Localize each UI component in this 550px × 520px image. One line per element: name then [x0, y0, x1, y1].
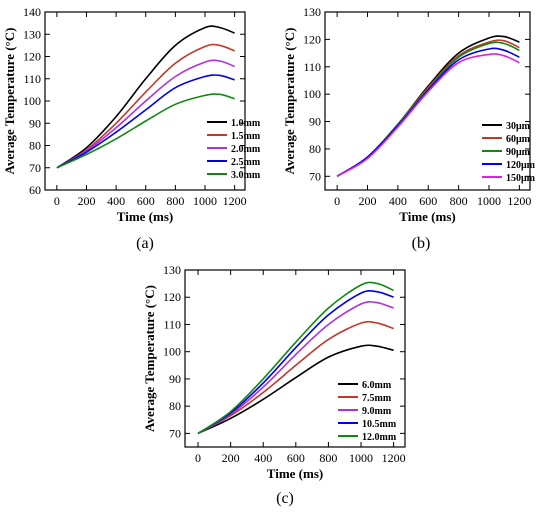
y-tick-label: 120 [303, 32, 321, 46]
y-tick-label: 70 [29, 161, 41, 175]
y-tick-label: 70 [309, 169, 321, 183]
x-tick-label: 400 [389, 194, 407, 208]
y-tick-label: 130 [303, 5, 321, 19]
series-line-2 [336, 39, 520, 177]
x-tick-label: 600 [137, 194, 155, 208]
x-tick-label: 200 [77, 194, 95, 208]
legend-label: 1.0mm [231, 118, 261, 129]
x-tick-label: 400 [107, 194, 125, 208]
y-tick-label: 100 [163, 345, 181, 359]
y-tick-label: 130 [23, 27, 41, 41]
x-tick-label: 800 [450, 194, 468, 208]
y-tick-label: 90 [169, 372, 181, 386]
y-tick-label: 120 [23, 50, 41, 64]
y-tick-label: 110 [23, 72, 41, 86]
y-tick-label: 100 [23, 94, 41, 108]
y-tick-label: 110 [163, 317, 181, 331]
x-tick-label: 200 [222, 451, 240, 465]
chart-panel-3: 0 200 400 600 800 1000 1200 70 80 90 100 110 120 130 T… [142, 263, 406, 507]
y-axis-title: Average Temperature (°C) [142, 285, 157, 432]
y-axis-title: Average Temperature (°C) [2, 28, 17, 175]
chart-panel-2: 0 200 400 600 800 1000 1200 70 80 90 100 110 120 130 T… [282, 5, 536, 252]
x-tick-label: 1200 [507, 194, 531, 208]
y-tick-label: 120 [163, 290, 181, 304]
y-tick-label: 60 [29, 183, 41, 197]
x-tick-label: 0 [195, 451, 201, 465]
x-tick-label: 1200 [223, 194, 247, 208]
y-tick-label: 80 [29, 139, 41, 153]
x-tick-label: 400 [254, 451, 272, 465]
series-line-5 [336, 53, 520, 177]
x-tick-label: 600 [287, 451, 305, 465]
x-tick-label: 1200 [382, 451, 406, 465]
series-line-3 [336, 41, 520, 177]
legend-label: 3.0mm [231, 170, 261, 181]
plot-frame [184, 269, 406, 448]
x-tick-label: 0 [54, 194, 60, 208]
series-line-4 [197, 289, 394, 435]
x-axis-title: Time (ms) [117, 209, 173, 224]
panel-label: (b) [412, 235, 431, 252]
series-line-5 [56, 93, 235, 169]
legend-label: 60μm [506, 134, 531, 145]
series-line-1 [56, 25, 235, 169]
x-tick-label: 800 [319, 451, 337, 465]
x-axis-title: Time (ms) [267, 466, 323, 481]
legend-label: 150μm [506, 173, 536, 184]
y-tick-label: 80 [169, 399, 181, 413]
legend-label: 90μm [506, 147, 531, 158]
legend-label: 6.0mm [362, 380, 392, 391]
legend-label: 10.5mm [362, 419, 397, 430]
y-tick-label: 70 [169, 426, 181, 440]
series-line-5 [197, 281, 394, 435]
chart-panel-1: 0 200 400 600 800 1000 1200 60 70 80 90 100 110 120 13… [2, 5, 261, 252]
y-tick-label: 110 [303, 60, 321, 74]
y-tick-label: 140 [23, 5, 41, 19]
y-tick-label: 90 [309, 115, 321, 129]
y-tick-label: 90 [29, 116, 41, 130]
series-line-1 [197, 344, 394, 435]
x-axis-title: Time (ms) [399, 209, 455, 224]
x-tick-label: 800 [166, 194, 184, 208]
x-tick-label: 1000 [477, 194, 501, 208]
panel-label: (c) [276, 490, 294, 507]
x-tick-label: 1000 [193, 194, 217, 208]
y-tick-label: 100 [303, 87, 321, 101]
y-tick-label: 130 [163, 263, 181, 277]
series-line-3 [56, 59, 235, 169]
legend-label: 120μm [506, 160, 536, 171]
legend-label: 2.5mm [231, 157, 261, 168]
series-line-3 [197, 300, 394, 435]
x-tick-label: 0 [334, 194, 340, 208]
y-axis-title: Average Temperature (°C) [282, 28, 297, 175]
x-tick-label: 600 [419, 194, 437, 208]
legend-label: 9.0mm [362, 406, 392, 417]
panel-label: (a) [136, 235, 154, 252]
series-line-4 [56, 74, 235, 169]
x-tick-label: 1000 [349, 451, 373, 465]
series-line-2 [56, 43, 235, 169]
y-tick-label: 80 [309, 142, 321, 156]
series-line-2 [197, 320, 394, 435]
legend-label: 30μm [506, 121, 531, 132]
legend-label: 7.5mm [362, 393, 392, 404]
legend-label: 2.0mm [231, 144, 261, 155]
series-line-1 [336, 35, 520, 177]
legend-label: 1.5mm [231, 131, 261, 142]
plot-frame [324, 11, 531, 191]
series-line-4 [336, 47, 520, 177]
legend-label: 12.0mm [362, 432, 397, 443]
x-tick-label: 200 [359, 194, 377, 208]
